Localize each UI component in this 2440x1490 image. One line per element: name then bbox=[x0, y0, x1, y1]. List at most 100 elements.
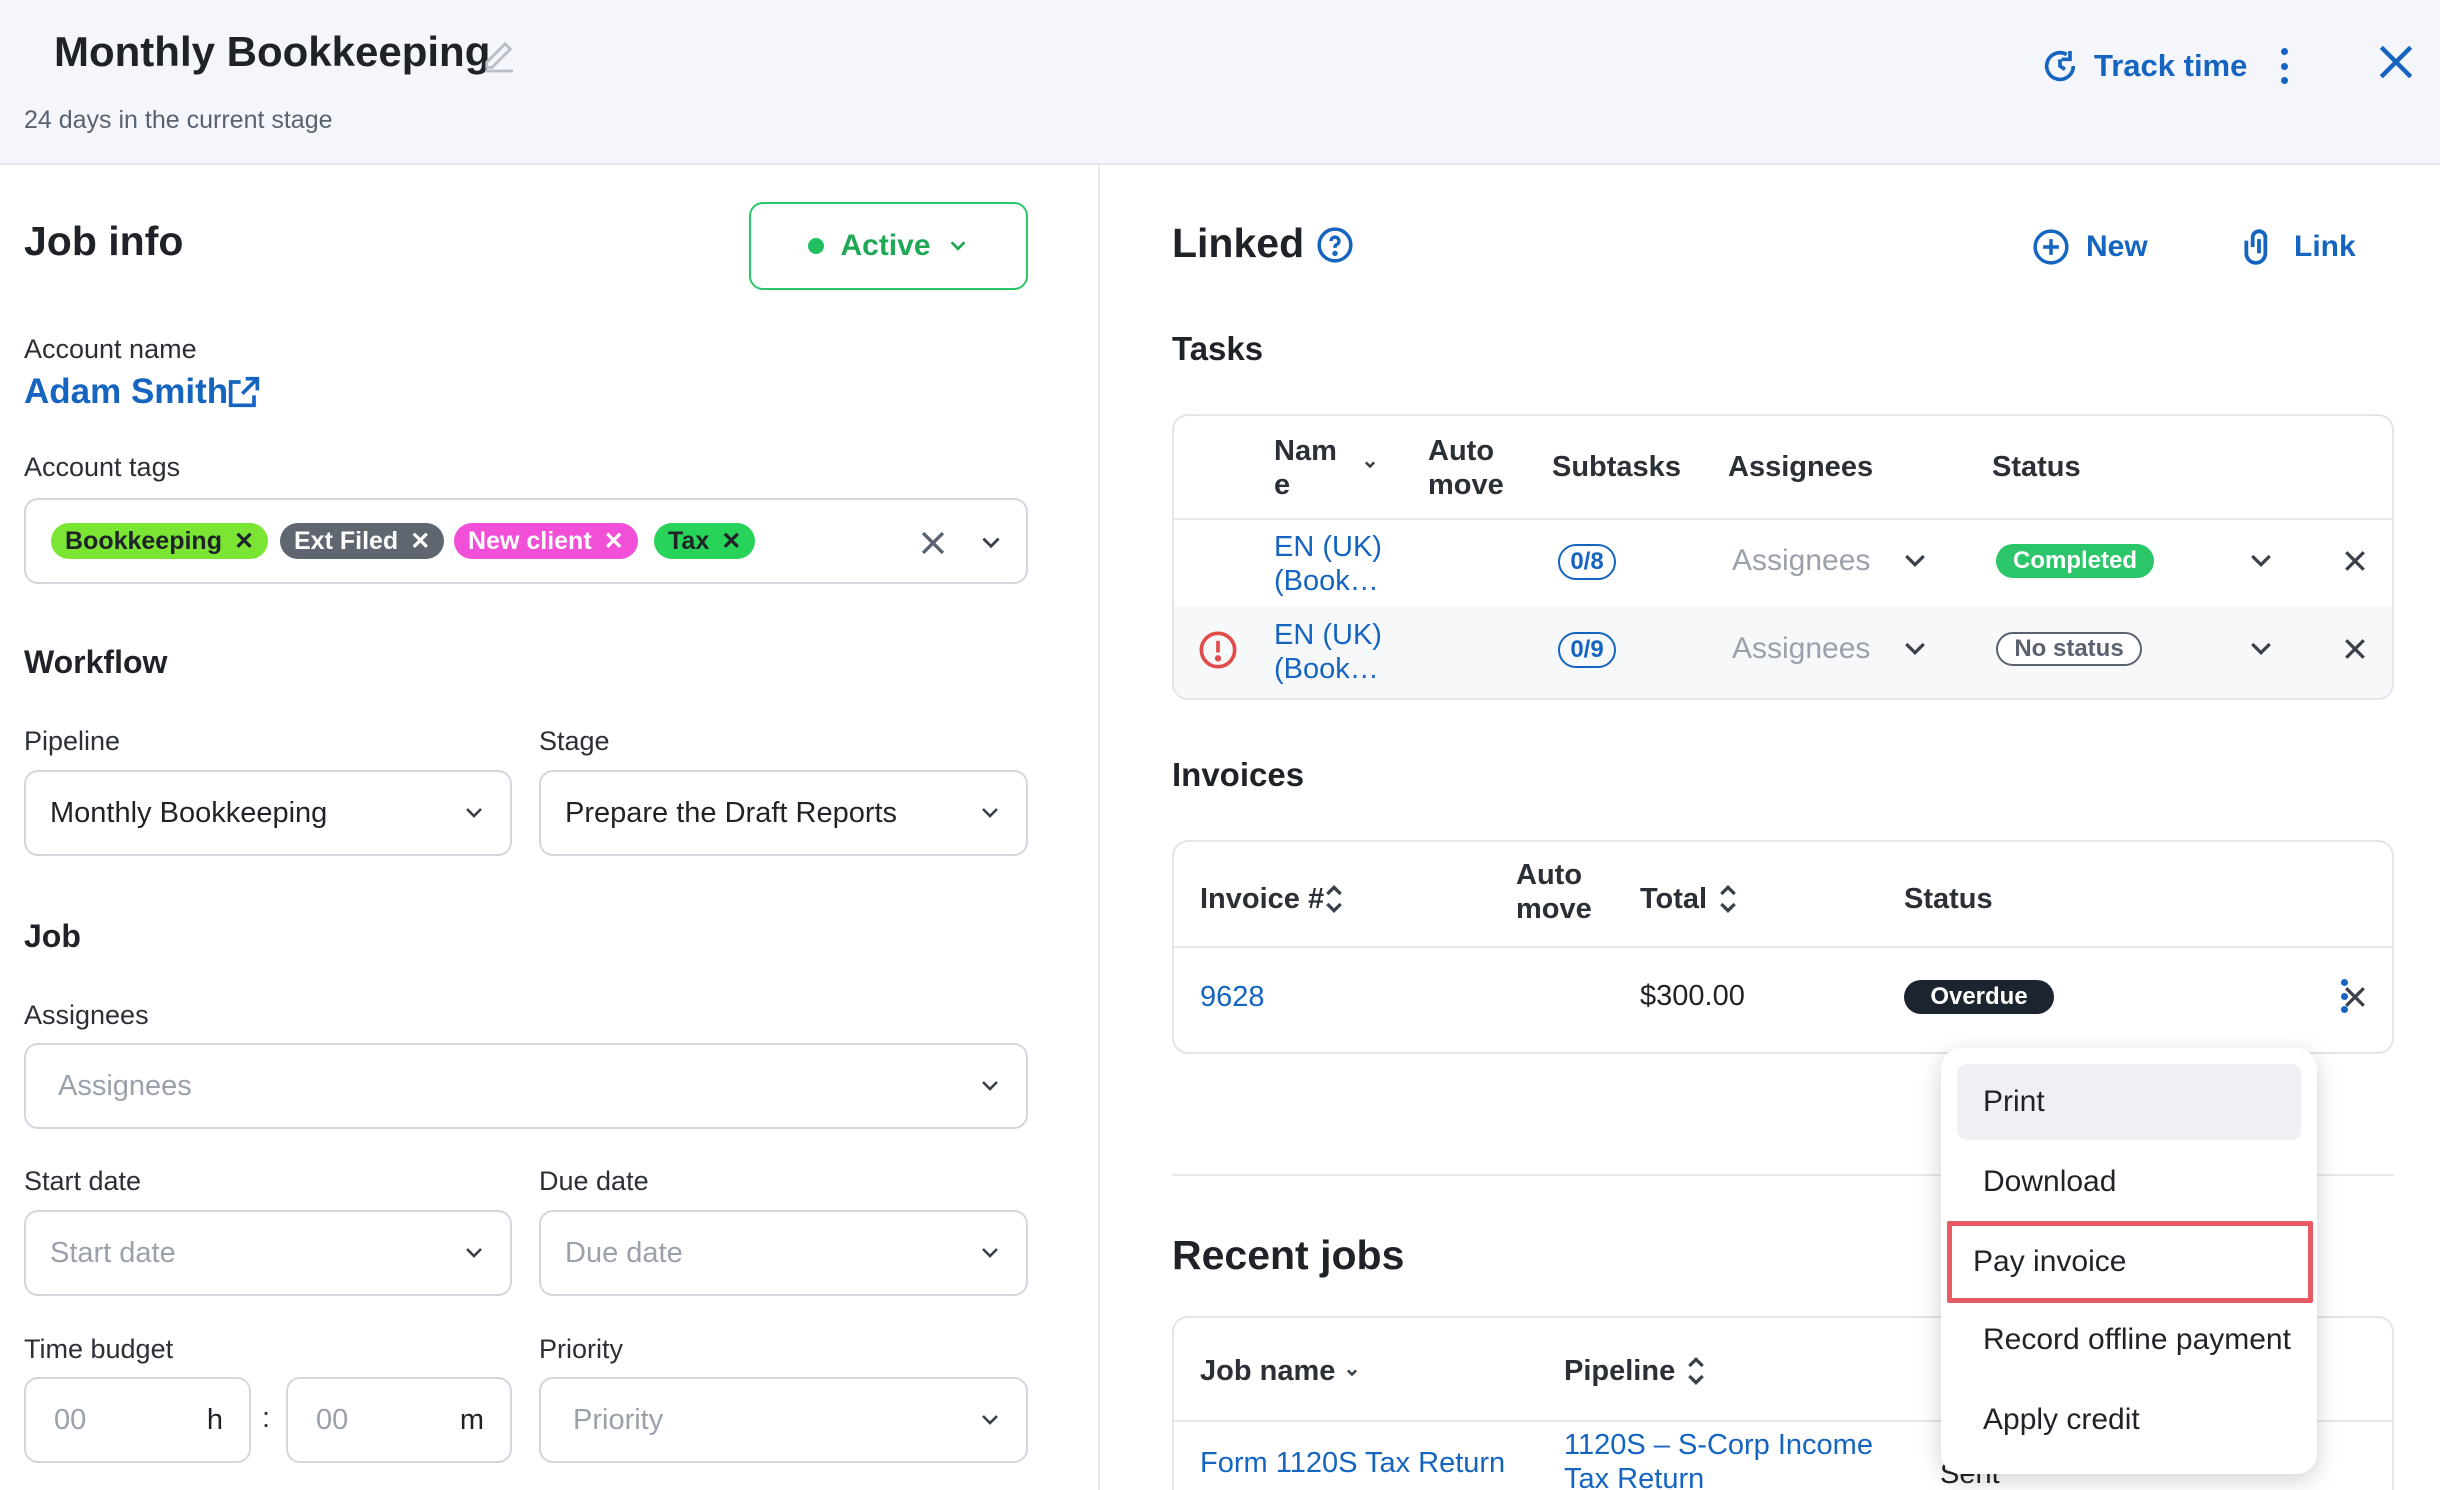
minutes-input[interactable]: 00 m bbox=[286, 1377, 512, 1463]
stage-select[interactable]: Prepare the Draft Reports bbox=[539, 770, 1028, 856]
invoice-actions-icon[interactable] bbox=[2334, 976, 2354, 1016]
more-options-icon[interactable] bbox=[2270, 44, 2298, 88]
chevron-down-icon[interactable] bbox=[2246, 546, 2276, 576]
menu-item-record-offline-payment[interactable]: Record offline payment bbox=[1983, 1323, 2291, 1356]
recent-job-link[interactable]: Form 1120S Tax Return bbox=[1200, 1447, 1506, 1479]
invoice-actions-menu: Print Download Pay invoice Record offlin… bbox=[1941, 1048, 2317, 1474]
account-name-link[interactable]: Adam Smith bbox=[24, 372, 229, 411]
time-separator: : bbox=[262, 1402, 271, 1434]
stage-label: Stage bbox=[539, 726, 610, 756]
paperclip-icon bbox=[2244, 229, 2268, 265]
recent-job-pipeline-link[interactable]: 1120S – S-Corp Income Tax Return bbox=[1564, 1429, 1873, 1490]
invoice-number-link[interactable]: 9628 bbox=[1200, 981, 1265, 1013]
priority-label: Priority bbox=[539, 1334, 624, 1364]
priority-placeholder: Priority bbox=[573, 1403, 664, 1436]
close-icon[interactable] bbox=[2374, 40, 2418, 84]
chevron-down-icon bbox=[982, 1081, 998, 1091]
col-total[interactable]: Total bbox=[1640, 883, 1708, 915]
hours-input[interactable]: 00 h bbox=[24, 1377, 251, 1463]
remove-tag-icon[interactable]: ✕ bbox=[410, 527, 431, 555]
col-auto-move: Auto move bbox=[1516, 859, 1592, 925]
remove-invoice-icon[interactable] bbox=[2340, 982, 2370, 1012]
chevron-down-icon bbox=[982, 1248, 998, 1258]
tag-tax[interactable]: Tax ✕ bbox=[654, 523, 756, 559]
priority-select[interactable]: Priority bbox=[539, 1377, 1028, 1463]
sort-icon[interactable] bbox=[1360, 454, 1380, 474]
chevron-down-icon[interactable] bbox=[1900, 634, 1930, 664]
stage-duration: 24 days in the current stage bbox=[24, 106, 333, 134]
start-date-picker[interactable]: Start date bbox=[24, 1210, 512, 1296]
edit-title-icon[interactable] bbox=[478, 36, 520, 78]
assignees-placeholder: Assignees bbox=[58, 1069, 192, 1102]
account-tags-label: Account tags bbox=[24, 452, 181, 482]
assignees-label: Assignees bbox=[24, 1000, 149, 1030]
task-name-link[interactable]: EN (UK) (Book… bbox=[1274, 619, 1382, 685]
new-label: New bbox=[2086, 230, 2148, 263]
chevron-down-icon[interactable] bbox=[1900, 546, 1930, 576]
hours-unit: h bbox=[206, 1403, 223, 1436]
chevron-down-icon[interactable] bbox=[978, 530, 1004, 556]
job-status-label: Active bbox=[840, 229, 931, 262]
account-name-label: Account name bbox=[24, 334, 197, 364]
table-row: EN (UK) (Book… 0/9 Assignees No status bbox=[1174, 606, 2392, 698]
tag-bookkeeping[interactable]: Bookkeeping ✕ bbox=[51, 523, 269, 559]
hours-placeholder: 00 bbox=[54, 1403, 87, 1436]
col-job-name[interactable]: Job name bbox=[1200, 1355, 1336, 1387]
link-button[interactable]: Link bbox=[2240, 226, 2356, 268]
col-name[interactable]: Nam e bbox=[1274, 435, 1337, 501]
job-status-dropdown[interactable]: Active bbox=[749, 202, 1028, 290]
external-link-icon[interactable] bbox=[224, 372, 264, 412]
track-time-label: Track time bbox=[2094, 48, 2248, 83]
subtasks-count[interactable]: 0/8 bbox=[1558, 544, 1616, 580]
due-date-placeholder: Due date bbox=[565, 1236, 683, 1269]
col-pipeline[interactable]: Pipeline bbox=[1564, 1355, 1676, 1387]
recent-jobs-heading: Recent jobs bbox=[1172, 1232, 1405, 1278]
col-invoice-number[interactable]: Invoice # bbox=[1200, 883, 1325, 915]
task-name-link[interactable]: EN (UK) (Book… bbox=[1274, 531, 1382, 597]
due-date-picker[interactable]: Due date bbox=[539, 1210, 1028, 1296]
workflow-heading: Workflow bbox=[24, 644, 168, 680]
remove-task-icon[interactable] bbox=[2340, 546, 2370, 576]
menu-item-download[interactable]: Download bbox=[1983, 1165, 2117, 1198]
help-icon[interactable] bbox=[1316, 226, 1354, 264]
sort-icon[interactable] bbox=[1342, 1362, 1362, 1382]
sort-icon[interactable] bbox=[1718, 882, 1738, 916]
clear-tags-icon[interactable] bbox=[916, 526, 950, 560]
sort-icon[interactable] bbox=[1686, 1354, 1706, 1388]
subtasks-count[interactable]: 0/9 bbox=[1558, 632, 1616, 668]
track-time-button[interactable]: Track time bbox=[2040, 44, 2247, 88]
divider bbox=[1172, 1174, 2394, 1176]
new-linked-button[interactable]: New bbox=[2032, 226, 2148, 268]
invoice-total: $300.00 bbox=[1640, 980, 1745, 1012]
col-status: Status bbox=[1904, 883, 1993, 915]
remove-tag-icon[interactable]: ✕ bbox=[721, 527, 742, 555]
status-badge: Overdue bbox=[1904, 980, 2054, 1014]
task-assignees-placeholder[interactable]: Assignees bbox=[1732, 632, 1871, 665]
remove-tag-icon[interactable]: ✕ bbox=[603, 527, 624, 555]
invoices-table: Invoice # Auto move Total Status 9628 $3… bbox=[1172, 840, 2394, 1054]
chevron-down-icon bbox=[982, 1415, 998, 1425]
sort-icon[interactable] bbox=[1324, 882, 1344, 916]
pipeline-value: Monthly Bookkeeping bbox=[50, 796, 328, 829]
account-tags-input[interactable]: Bookkeeping ✕ Ext Filed ✕ New client ✕ Tax ✕ bbox=[24, 498, 1028, 584]
menu-item-apply-credit[interactable]: Apply credit bbox=[1983, 1403, 2140, 1436]
remove-task-icon[interactable] bbox=[2340, 634, 2370, 664]
tag-new-client[interactable]: New client ✕ bbox=[454, 523, 638, 559]
plus-circle-icon bbox=[2033, 229, 2069, 265]
pipeline-select[interactable]: Monthly Bookkeeping bbox=[24, 770, 512, 856]
tag-ext-filed[interactable]: Ext Filed ✕ bbox=[280, 523, 445, 559]
minutes-placeholder: 00 bbox=[316, 1403, 349, 1436]
assignees-select[interactable]: Assignees bbox=[24, 1043, 1028, 1129]
chevron-down-icon[interactable] bbox=[2246, 634, 2276, 664]
menu-item-pay-invoice[interactable]: Pay invoice bbox=[1947, 1221, 2313, 1303]
due-date-label: Due date bbox=[539, 1166, 649, 1196]
invoices-heading: Invoices bbox=[1172, 756, 1305, 793]
job-header: Monthly Bookkeeping 24 days in the curre… bbox=[0, 0, 2440, 165]
task-assignees-placeholder[interactable]: Assignees bbox=[1732, 544, 1871, 577]
status-badge: No status bbox=[1996, 632, 2142, 666]
pipeline-label: Pipeline bbox=[24, 726, 121, 756]
col-status: Status bbox=[1992, 451, 2081, 483]
start-date-placeholder: Start date bbox=[50, 1236, 176, 1269]
remove-tag-icon[interactable]: ✕ bbox=[233, 527, 255, 555]
menu-item-print[interactable]: Print bbox=[1957, 1064, 2301, 1140]
